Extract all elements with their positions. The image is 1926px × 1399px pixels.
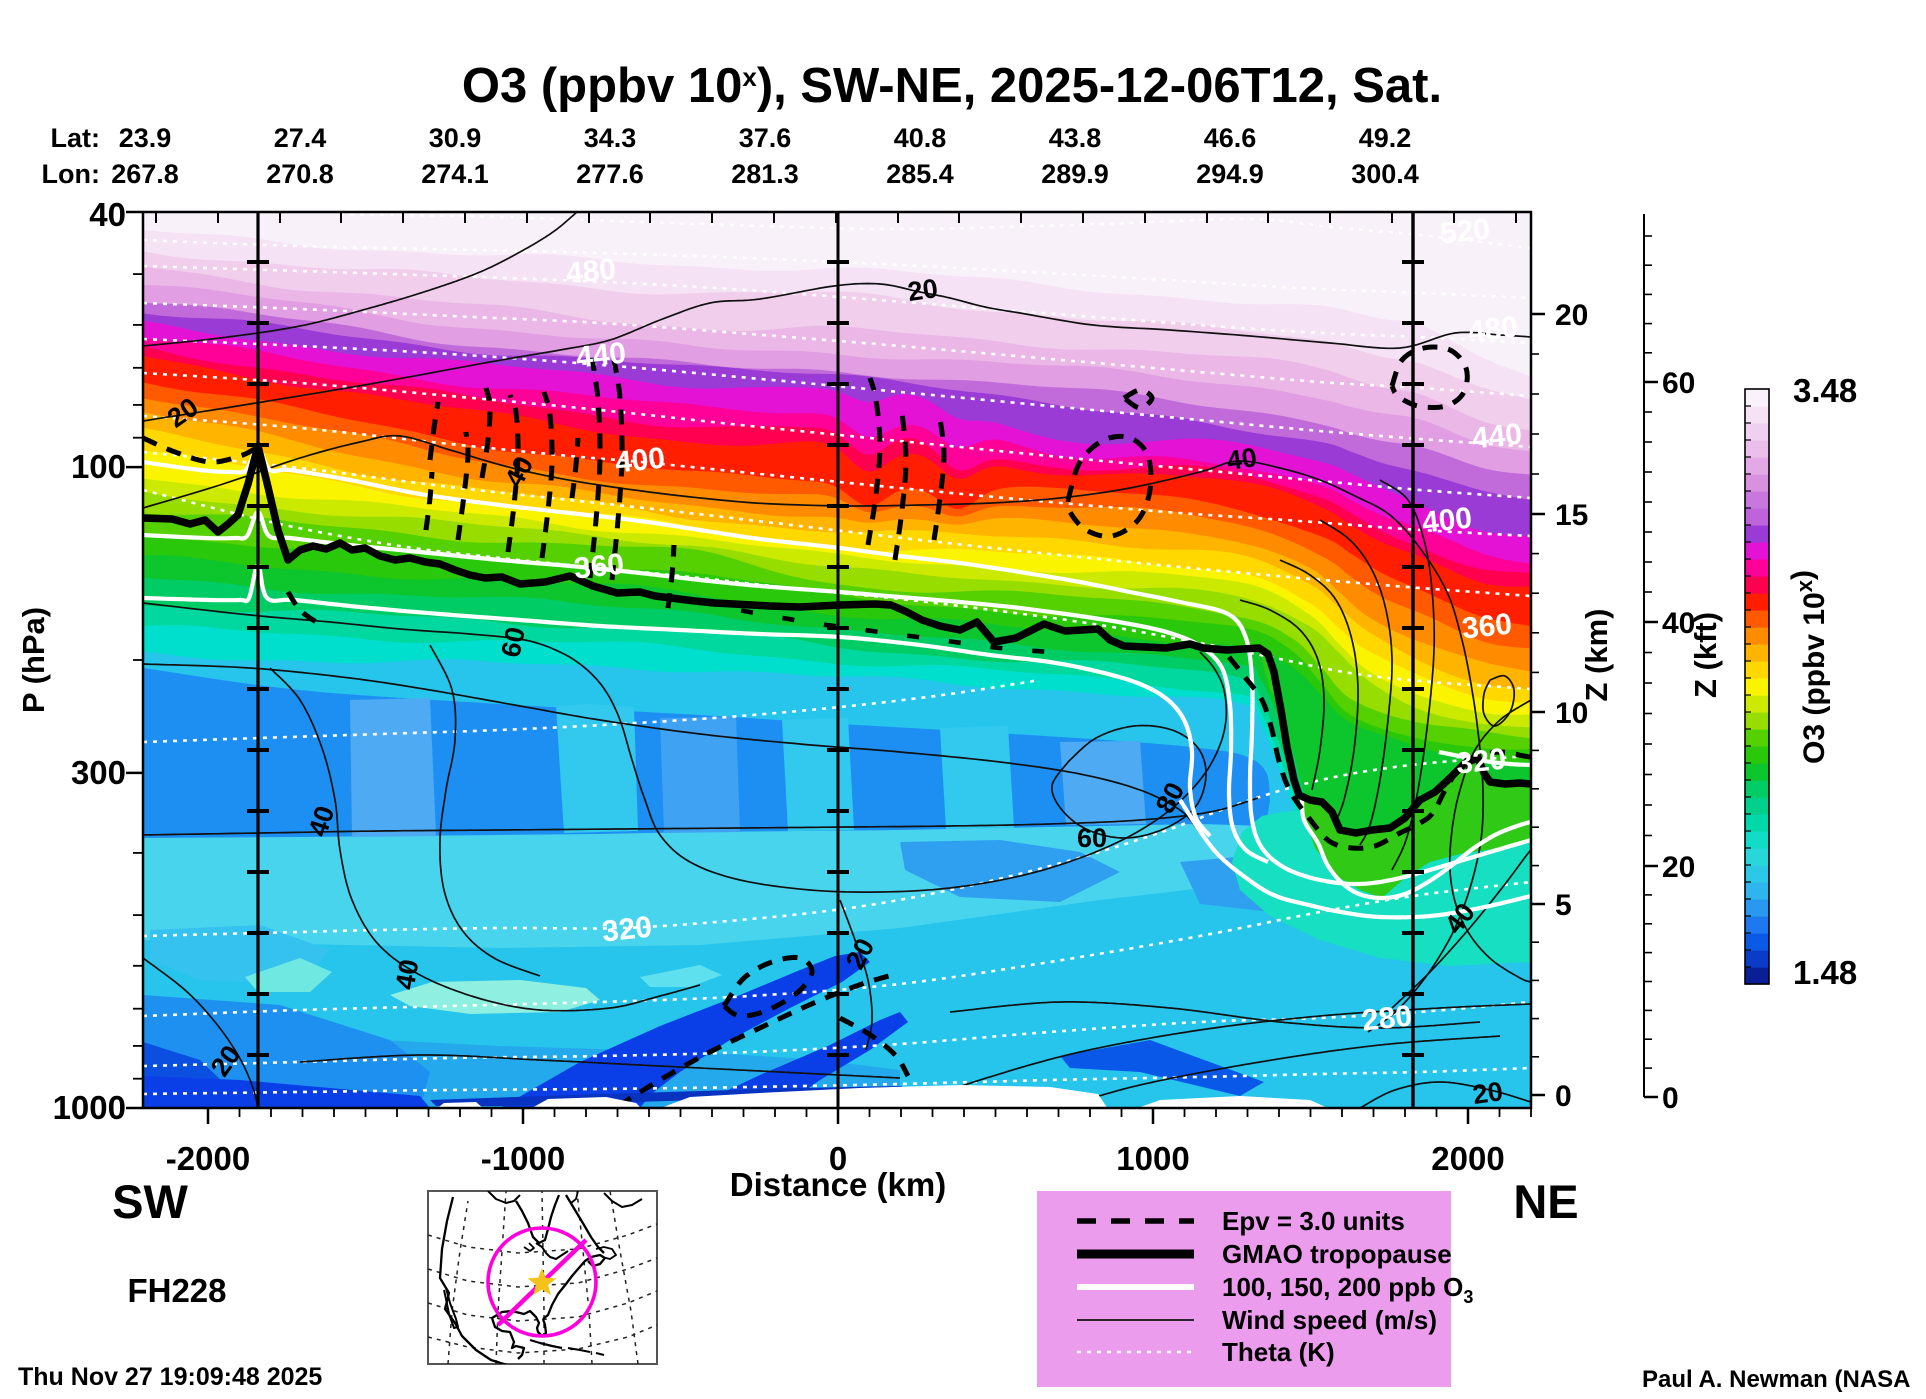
svg-text:5: 5	[1555, 889, 1572, 922]
svg-text:Z (kft): Z (kft)	[1688, 612, 1723, 698]
svg-text:NE: NE	[1513, 1175, 1578, 1228]
svg-text:20: 20	[906, 273, 940, 307]
svg-text:0: 0	[1555, 1080, 1572, 1113]
svg-text:281.3: 281.3	[731, 159, 799, 189]
svg-text:40: 40	[89, 196, 126, 233]
svg-text:440: 440	[574, 337, 627, 375]
svg-text:267.8: 267.8	[111, 159, 179, 189]
svg-text:289.9: 289.9	[1041, 159, 1109, 189]
svg-text:27.4: 27.4	[274, 123, 327, 153]
svg-text:15: 15	[1555, 499, 1588, 532]
svg-text:-1000: -1000	[481, 1140, 565, 1177]
svg-text:400: 400	[613, 442, 666, 480]
svg-text:1.48: 1.48	[1793, 954, 1857, 991]
svg-text:Theta (K): Theta (K)	[1222, 1337, 1335, 1367]
svg-text:480: 480	[564, 253, 617, 291]
svg-text:480: 480	[1466, 311, 1519, 349]
svg-text:30.9: 30.9	[429, 123, 482, 153]
svg-text:Paul A. Newman (NASA: Paul A. Newman (NASA	[1642, 1366, 1911, 1393]
svg-text:0: 0	[829, 1140, 847, 1177]
svg-text:49.2: 49.2	[1359, 123, 1412, 153]
svg-text:320: 320	[1454, 743, 1507, 781]
svg-text:60: 60	[495, 624, 531, 660]
svg-text:294.9: 294.9	[1196, 159, 1264, 189]
svg-text:23.9: 23.9	[119, 123, 172, 153]
svg-text:Thu Nov 27 19:09:48 2025: Thu Nov 27 19:09:48 2025	[18, 1363, 322, 1391]
svg-text:0: 0	[1662, 1082, 1679, 1115]
svg-text:37.6: 37.6	[739, 123, 792, 153]
svg-text:1000: 1000	[1116, 1140, 1189, 1177]
svg-text:20: 20	[1471, 1076, 1505, 1110]
svg-text:2000: 2000	[1431, 1140, 1504, 1177]
svg-text:20: 20	[1555, 299, 1588, 332]
svg-text:43.8: 43.8	[1049, 123, 1102, 153]
svg-text:Epv = 3.0 units: Epv = 3.0 units	[1222, 1206, 1405, 1236]
svg-text:300.4: 300.4	[1351, 159, 1419, 189]
svg-text:285.4: 285.4	[886, 159, 954, 189]
svg-text:100: 100	[71, 448, 126, 485]
svg-text:Lon:: Lon:	[42, 159, 100, 189]
svg-text:46.6: 46.6	[1204, 123, 1257, 153]
svg-text:3.48: 3.48	[1793, 372, 1857, 409]
svg-text:10: 10	[1555, 697, 1588, 730]
svg-text:20: 20	[1662, 851, 1695, 884]
svg-text:Distance (km): Distance (km)	[730, 1166, 946, 1203]
svg-text:270.8: 270.8	[266, 159, 334, 189]
svg-text:40.8: 40.8	[894, 123, 947, 153]
svg-text:Lat:: Lat:	[51, 123, 101, 153]
svg-text:520: 520	[1438, 213, 1491, 251]
svg-text:300: 300	[71, 754, 126, 791]
svg-text:320: 320	[600, 911, 653, 949]
svg-text:100, 150, 200 ppb O3: 100, 150, 200 ppb O3	[1222, 1272, 1473, 1307]
svg-text:34.3: 34.3	[584, 123, 637, 153]
svg-text:Z (km): Z (km)	[1579, 609, 1614, 702]
svg-text:360: 360	[1460, 608, 1513, 646]
svg-text:P (hPa): P (hPa)	[16, 607, 51, 713]
svg-text:40: 40	[1662, 607, 1695, 640]
svg-text:1000: 1000	[53, 1089, 126, 1126]
svg-text:Wind speed (m/s): Wind speed (m/s)	[1222, 1305, 1437, 1335]
svg-text:360: 360	[572, 548, 625, 586]
svg-text:274.1: 274.1	[421, 159, 489, 189]
svg-text:60: 60	[1077, 823, 1107, 853]
svg-text:-2000: -2000	[166, 1140, 250, 1177]
svg-text:40: 40	[1225, 442, 1259, 476]
svg-text:40: 40	[390, 957, 425, 992]
svg-text:O3 (ppbv 10x), SW-NE, 2025-12-: O3 (ppbv 10x), SW-NE, 2025-12-06T12, Sat…	[462, 59, 1442, 113]
svg-text:440: 440	[1470, 418, 1523, 456]
svg-text:60: 60	[1662, 367, 1695, 400]
svg-text:280: 280	[1360, 1000, 1413, 1038]
svg-text:400: 400	[1420, 502, 1473, 540]
svg-text:GMAO tropopause: GMAO tropopause	[1222, 1239, 1452, 1269]
svg-text:SW: SW	[112, 1175, 188, 1228]
svg-text:277.6: 277.6	[576, 159, 644, 189]
svg-text:FH228: FH228	[127, 1272, 226, 1309]
